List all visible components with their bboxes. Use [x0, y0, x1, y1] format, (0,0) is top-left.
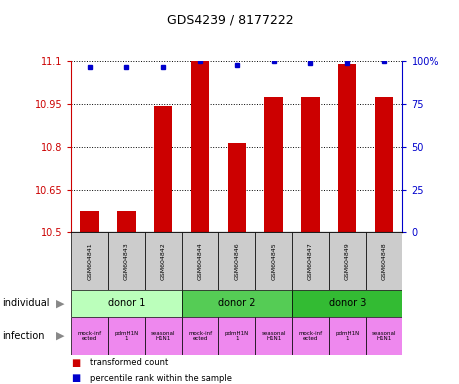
Bar [145, 317, 181, 355]
Text: infection: infection [2, 331, 45, 341]
Text: GSM604842: GSM604842 [161, 242, 165, 280]
Bar [227, 142, 246, 232]
Text: donor 2: donor 2 [218, 298, 255, 308]
Bar [264, 97, 282, 232]
Text: ■: ■ [71, 358, 80, 368]
Bar [291, 317, 328, 355]
Bar [80, 211, 99, 232]
Text: ■: ■ [71, 373, 80, 383]
Bar [291, 290, 402, 317]
Bar [374, 97, 392, 232]
Bar [108, 232, 145, 290]
Text: pdmH1N
1: pdmH1N 1 [335, 331, 358, 341]
Text: GSM604848: GSM604848 [381, 242, 386, 280]
Text: individual: individual [2, 298, 50, 308]
Bar [154, 106, 172, 232]
Bar [365, 232, 402, 290]
Text: GSM604844: GSM604844 [197, 242, 202, 280]
Text: GSM604846: GSM604846 [234, 242, 239, 280]
Bar [117, 211, 135, 232]
Bar [328, 232, 365, 290]
Text: percentile rank within the sample: percentile rank within the sample [90, 374, 231, 383]
Text: seasonal
H1N1: seasonal H1N1 [151, 331, 175, 341]
Bar [337, 64, 356, 232]
Bar [71, 232, 108, 290]
Text: mock-inf
ected: mock-inf ected [298, 331, 322, 341]
Bar [255, 317, 291, 355]
Bar [190, 61, 209, 232]
Text: mock-inf
ected: mock-inf ected [78, 331, 101, 341]
Text: transformed count: transformed count [90, 358, 168, 367]
Text: mock-inf
ected: mock-inf ected [188, 331, 212, 341]
Text: GSM604849: GSM604849 [344, 242, 349, 280]
Bar [328, 317, 365, 355]
Text: pdmH1N
1: pdmH1N 1 [224, 331, 248, 341]
Bar [181, 317, 218, 355]
Bar [255, 232, 291, 290]
Text: ▶: ▶ [56, 331, 64, 341]
Text: donor 1: donor 1 [107, 298, 145, 308]
Bar [301, 97, 319, 232]
Text: GSM604847: GSM604847 [308, 242, 312, 280]
Text: seasonal
H1N1: seasonal H1N1 [261, 331, 285, 341]
Text: ▶: ▶ [56, 298, 64, 308]
Bar [291, 232, 328, 290]
Bar [181, 232, 218, 290]
Bar [71, 290, 181, 317]
Bar [218, 317, 255, 355]
Bar [218, 232, 255, 290]
Bar [181, 290, 291, 317]
Text: GSM604841: GSM604841 [87, 242, 92, 280]
Bar [145, 232, 181, 290]
Text: GSM604843: GSM604843 [124, 242, 129, 280]
Text: GSM604845: GSM604845 [271, 242, 275, 280]
Text: seasonal
H1N1: seasonal H1N1 [371, 331, 396, 341]
Text: pdmH1N
1: pdmH1N 1 [114, 331, 138, 341]
Bar [365, 317, 402, 355]
Text: GDS4239 / 8177222: GDS4239 / 8177222 [166, 13, 293, 26]
Text: donor 3: donor 3 [328, 298, 365, 308]
Bar [71, 317, 108, 355]
Bar [108, 317, 145, 355]
